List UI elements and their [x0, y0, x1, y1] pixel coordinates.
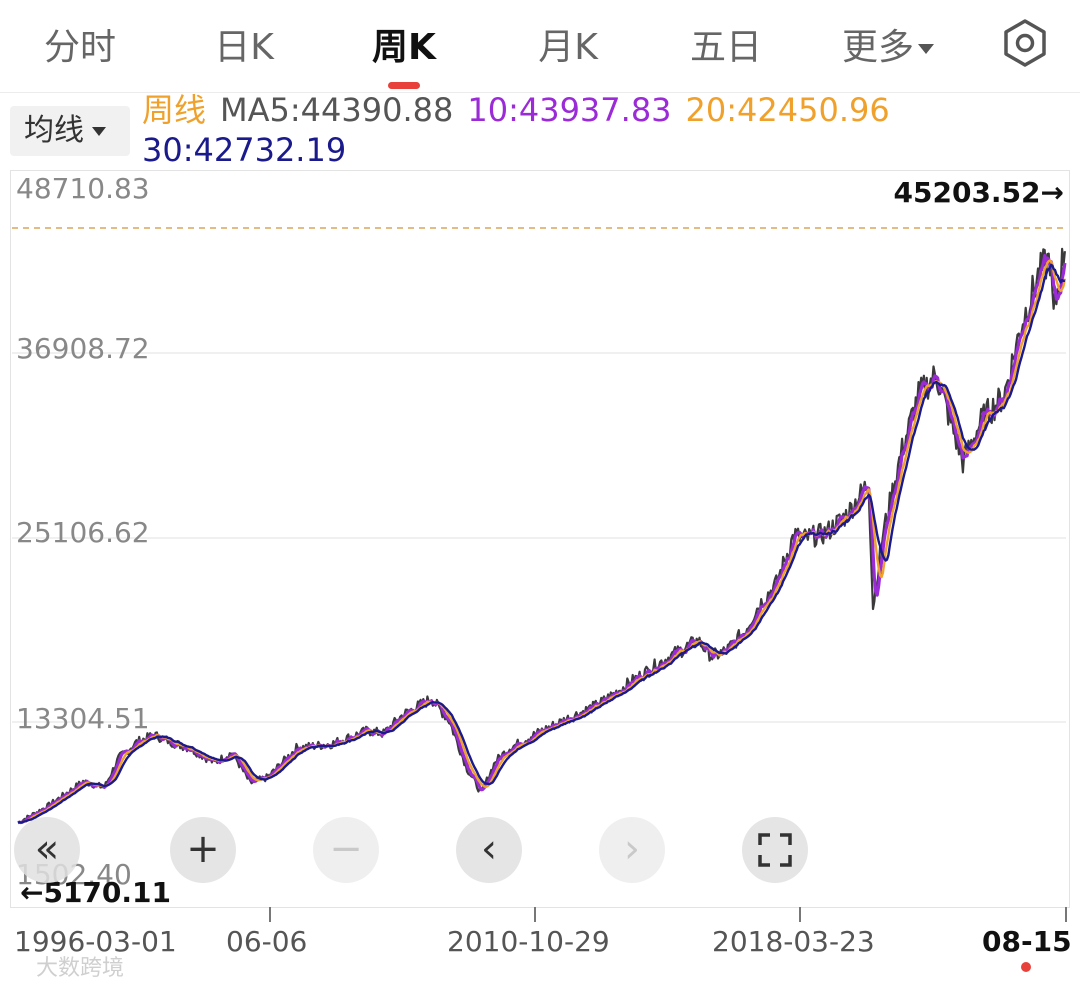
legend-ma30: 30:42732.19 — [142, 131, 347, 169]
tab-label: 周K — [372, 27, 436, 68]
gear-icon[interactable] — [1000, 18, 1050, 68]
max-value-marker: 45203.52→ — [893, 176, 1064, 209]
y-tick-label: 25106.62 — [16, 516, 150, 549]
y-tick-label: 48710.83 — [16, 172, 150, 205]
chart-frame[interactable] — [10, 170, 1070, 908]
watermark: 大数跨境 — [36, 956, 125, 981]
chevron-down-icon — [92, 127, 106, 136]
minus-icon: − — [329, 826, 363, 872]
x-tick-label: 1996-03-01 — [14, 925, 177, 958]
period-tab-bar: 分时 日K 周K 月K 五日 更多 — [0, 0, 1080, 93]
double-chevron-left-icon: « — [34, 826, 60, 872]
ma20-line — [17, 259, 1067, 824]
fullscreen-button[interactable] — [742, 817, 808, 883]
tab-weekly-k[interactable]: 周K — [324, 18, 484, 70]
legend-ma20: 20:42450.96 — [685, 91, 890, 129]
zoom-out-button[interactable]: − — [313, 817, 379, 883]
legend-period: 周线 — [142, 91, 207, 129]
tab-label: 月K — [538, 27, 598, 68]
legend-ma5: MA5:44390.88 — [220, 91, 454, 129]
price-line — [17, 247, 1066, 825]
ma10-line — [17, 254, 1067, 825]
tab-label: 分时 — [43, 27, 116, 68]
ma30-line — [17, 263, 1066, 824]
y-tick-label: 13304.51 — [16, 702, 150, 735]
y-tick-label: 36908.72 — [16, 332, 150, 365]
ma-selector[interactable]: 均线 — [10, 106, 130, 156]
chevron-down-icon — [918, 44, 934, 54]
active-tab-indicator — [388, 82, 420, 89]
legend-ma10: 10:43937.83 — [467, 91, 672, 129]
tab-daily-k[interactable]: 日K — [164, 18, 324, 70]
tab-monthly-k[interactable]: 月K — [488, 18, 648, 70]
zoom-in-button[interactable]: + — [170, 817, 236, 883]
ma-legend: 周线 MA5:44390.88 10:43937.83 20:42450.96 30:… — [142, 90, 1072, 170]
chevron-right-icon: › — [624, 826, 640, 872]
tab-five-day[interactable]: 五日 — [646, 18, 806, 70]
tab-more[interactable]: 更多 — [808, 18, 968, 70]
x-tick-label: 2010-10-29 — [447, 925, 610, 958]
plus-icon: + — [186, 826, 220, 872]
tab-intraday[interactable]: 分时 — [0, 18, 160, 70]
chevron-left-icon: ‹ — [481, 826, 497, 872]
tab-label: 五日 — [689, 27, 762, 68]
step-left-button[interactable]: ‹ — [456, 817, 522, 883]
x-tick-label: 2018-03-23 — [712, 925, 875, 958]
step-right-button[interactable]: › — [599, 817, 665, 883]
current-position-dot — [1021, 962, 1031, 972]
fullscreen-icon — [758, 833, 792, 867]
x-tick-label: 06-06 — [226, 925, 308, 958]
ma-selector-label: 均线 — [24, 113, 84, 148]
scroll-left-fast-button[interactable]: « — [14, 817, 80, 883]
tab-label: 日K — [214, 27, 274, 68]
x-tick-label-current: 08-15 — [982, 925, 1072, 958]
tab-label: 更多 — [841, 27, 914, 68]
